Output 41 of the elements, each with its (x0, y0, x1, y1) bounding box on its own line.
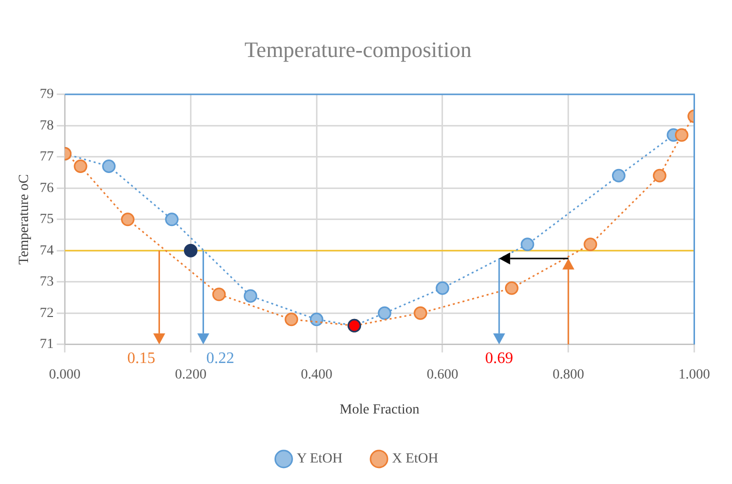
x-tick-label: 0.800 (552, 367, 584, 382)
point (212, 288, 226, 302)
x-tick-label: 0.000 (49, 367, 81, 382)
point (74, 160, 88, 174)
y-tick-label: 79 (40, 87, 54, 102)
x-axis-title: Mole Fraction (340, 402, 420, 418)
y-tick-label: 72 (40, 306, 54, 321)
y-tick-label: 74 (40, 243, 54, 258)
point (120, 212, 134, 226)
point (184, 244, 198, 258)
point (102, 160, 116, 174)
annotation: 0.69 (485, 350, 514, 368)
chart-title: Temperature-composition (244, 36, 472, 62)
point (436, 281, 450, 295)
point (584, 238, 598, 252)
point (284, 312, 298, 326)
legend-label: Y EtOH (296, 452, 342, 467)
x-tick-label: 0.400 (300, 367, 332, 382)
x-tick-label: 1.000 (678, 367, 710, 382)
y-tick-label: 76 (40, 180, 54, 196)
x-tick-label: 0.600 (426, 367, 458, 382)
annotation: 0.22 (206, 350, 234, 368)
point (310, 312, 324, 326)
y-tick-label: 78 (40, 118, 54, 134)
y-axis-title: Temperature oC (17, 174, 32, 265)
point (165, 212, 179, 226)
point (674, 128, 688, 142)
point (244, 289, 258, 303)
point (612, 168, 626, 182)
point (520, 238, 534, 252)
y-tick-label: 75 (40, 212, 54, 228)
legend-label: X EtOH (392, 452, 438, 467)
y-tick-label: 73 (40, 274, 54, 290)
point (652, 168, 666, 182)
annotation: 0.15 (127, 350, 156, 368)
y-tick-label: 71 (40, 337, 54, 352)
point (378, 306, 392, 320)
x-tick-label: 0.200 (174, 367, 206, 382)
point (414, 306, 428, 320)
point (504, 281, 518, 295)
y-tick-label: 77 (40, 150, 54, 165)
